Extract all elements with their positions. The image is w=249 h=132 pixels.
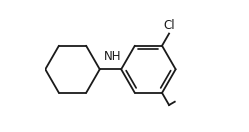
Text: Cl: Cl <box>164 19 175 32</box>
Text: NH: NH <box>103 50 121 63</box>
